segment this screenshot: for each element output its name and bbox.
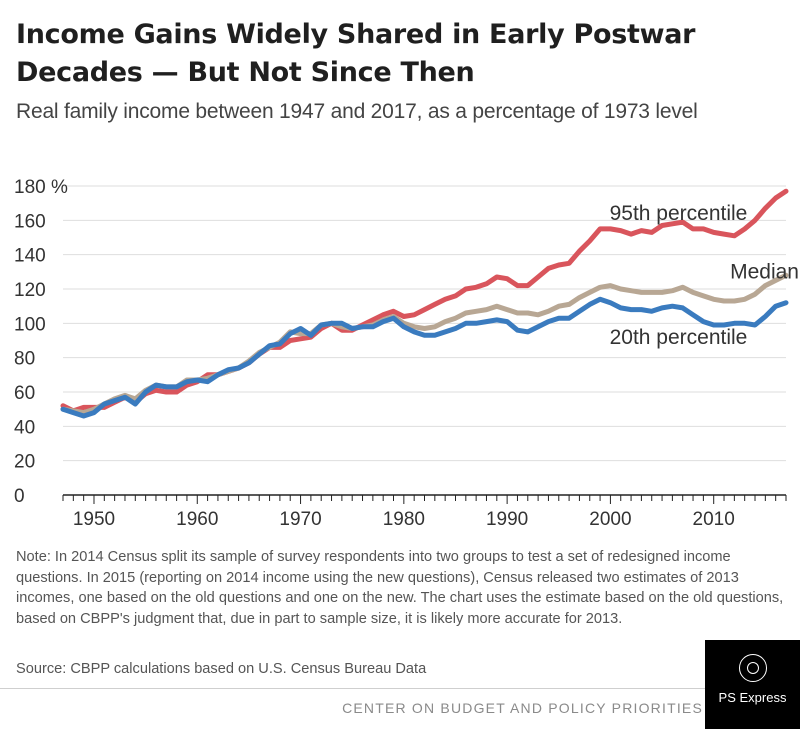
x-tick-label: 1960	[176, 509, 218, 530]
y-tick-label: 40	[14, 417, 35, 438]
x-tick-label: 2000	[589, 509, 631, 530]
x-tick-label: 1970	[279, 509, 321, 530]
y-tick-label: 20	[14, 452, 35, 473]
series-line-20th-percentile	[60, 296, 789, 419]
y-tick-label: 80	[14, 349, 35, 370]
chart-note: Note: In 2014 Census split its sample of…	[16, 549, 784, 627]
y-tick-label: 0	[14, 486, 25, 507]
series-label: Median	[730, 261, 799, 284]
footer-divider	[0, 688, 800, 689]
series-label: 95th percentile	[610, 202, 748, 225]
series-lines	[60, 188, 789, 419]
y-tick-label: 120	[14, 280, 46, 301]
watermark-badge: PS Express	[705, 640, 800, 729]
y-tick-label: 180 %	[14, 177, 68, 198]
organization-name: CENTER ON BUDGET AND POLICY PRIORITIES	[342, 700, 703, 716]
x-tick-label: 2010	[693, 509, 735, 530]
chart-subtitle: Real family income between 1947 and 2017…	[16, 100, 698, 123]
series-label: 20th percentile	[610, 326, 748, 349]
series-line-95th-percentile	[60, 188, 789, 414]
x-axis: 1950 1960 1970 1980 1990 2000 2010	[62, 494, 787, 530]
gridlines	[63, 185, 786, 462]
chart-title: Income Gains Widely Shared in Early Post…	[16, 19, 696, 88]
x-tick-label: 1980	[383, 509, 425, 530]
watermark-text: PS Express	[718, 690, 787, 705]
y-tick-label: 100	[14, 314, 46, 335]
y-axis-tick-labels: 0 20 40 60 80 100 120 140 160 180 %	[14, 177, 68, 507]
y-tick-label: 60	[14, 383, 35, 404]
y-tick-label: 160	[14, 211, 46, 232]
chart-source: Source: CBPP calculations based on U.S. …	[16, 661, 427, 677]
x-tick-label: 1950	[73, 509, 115, 530]
series-labels: 95th percentile Median 20th percentile	[610, 202, 799, 349]
y-tick-label: 140	[14, 246, 46, 267]
ps-express-logo-icon	[739, 654, 767, 682]
x-tick-label: 1990	[486, 509, 528, 530]
